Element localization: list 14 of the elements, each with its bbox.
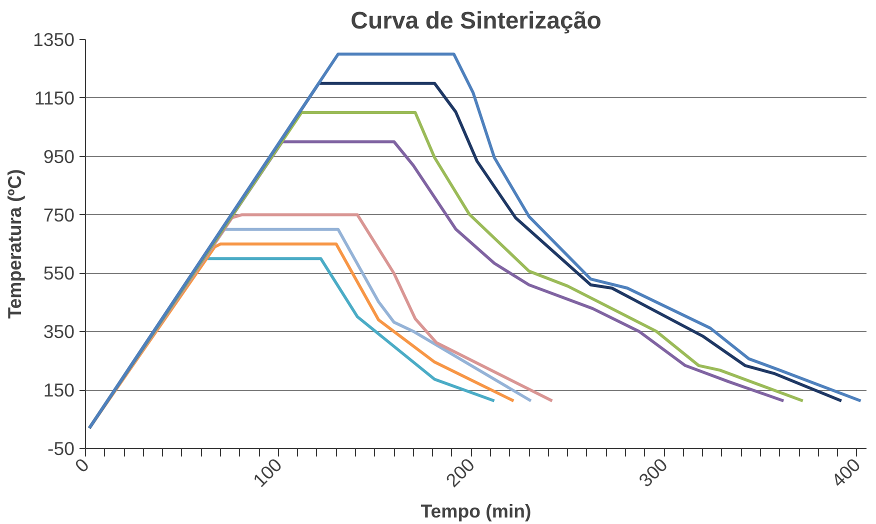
x-tick-label: 200 xyxy=(442,454,479,491)
y-tick-label: 350 xyxy=(43,321,75,342)
y-tick-label: 750 xyxy=(43,204,75,226)
chart-title: Curva de Sinterização xyxy=(350,8,602,34)
x-tick-label: 300 xyxy=(634,454,672,491)
x-axis-title: Tempo (min) xyxy=(420,500,532,522)
x-tick-label: 100 xyxy=(248,454,286,491)
x-tick-label: 400 xyxy=(827,454,864,491)
y-axis-title: Temperatura (ºC) xyxy=(4,169,25,319)
y-tick-label: 1150 xyxy=(34,87,75,108)
y-tick-label: 950 xyxy=(43,146,75,167)
y-tick-label: 150 xyxy=(43,380,75,401)
y-tick-label: 550 xyxy=(43,262,75,284)
y-tick-label: 1350 xyxy=(32,29,75,50)
